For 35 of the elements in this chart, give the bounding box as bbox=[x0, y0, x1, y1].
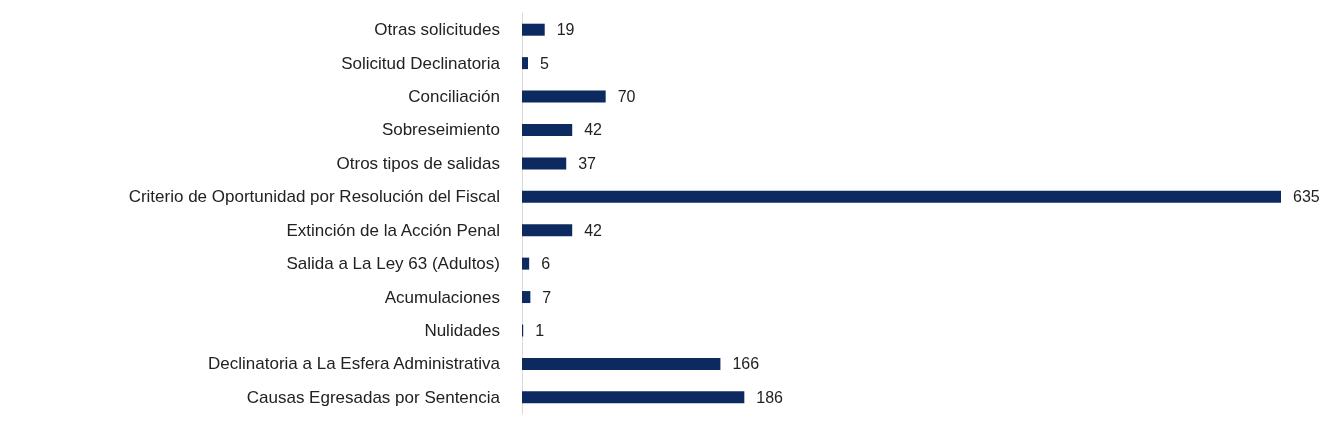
y-tick-label: Otras solicitudes bbox=[374, 20, 500, 40]
bar bbox=[522, 190, 1281, 203]
data-label: 186 bbox=[756, 388, 784, 406]
y-tick-label: Causas Egresadas por Sentencia bbox=[246, 387, 501, 407]
bar bbox=[522, 291, 531, 304]
bar bbox=[522, 224, 573, 237]
data-label: 635 bbox=[1293, 188, 1320, 206]
data-label: 166 bbox=[732, 355, 760, 373]
bar bbox=[522, 157, 567, 170]
bar bbox=[522, 23, 545, 36]
y-tick-label: Otros tipos de salidas bbox=[336, 153, 500, 173]
y-tick-label: Salida a La Ley 63 (Adultos) bbox=[286, 254, 500, 274]
y-tick-label: Criterio de Oportunidad por Resolución del Fiscal bbox=[128, 187, 500, 207]
data-label: 1 bbox=[535, 321, 545, 339]
bar bbox=[522, 257, 530, 270]
data-label: 42 bbox=[584, 221, 603, 239]
bar bbox=[522, 123, 573, 136]
y-tick-label: Acumulaciones bbox=[384, 287, 500, 307]
y-tick-label: Conciliación bbox=[408, 87, 500, 107]
y-tick-label: Extinción de la Acción Penal bbox=[286, 220, 500, 240]
y-tick-label: Nulidades bbox=[424, 320, 500, 340]
y-tick-label: Solicitud Declinatoria bbox=[341, 53, 501, 73]
y-tick-label: Declinatoria a La Esfera Administrativa bbox=[208, 354, 501, 374]
data-label: 5 bbox=[539, 54, 549, 72]
data-label: 37 bbox=[578, 154, 597, 172]
bar bbox=[522, 391, 745, 404]
bar bbox=[522, 57, 528, 70]
y-tick-label: Sobreseimiento bbox=[381, 120, 500, 140]
bar bbox=[522, 90, 606, 103]
bar bbox=[522, 357, 721, 370]
data-label: 70 bbox=[617, 88, 636, 106]
data-label: 19 bbox=[556, 21, 575, 39]
data-label: 42 bbox=[584, 121, 603, 139]
data-label: 6 bbox=[541, 255, 551, 273]
data-label: 7 bbox=[542, 288, 552, 306]
